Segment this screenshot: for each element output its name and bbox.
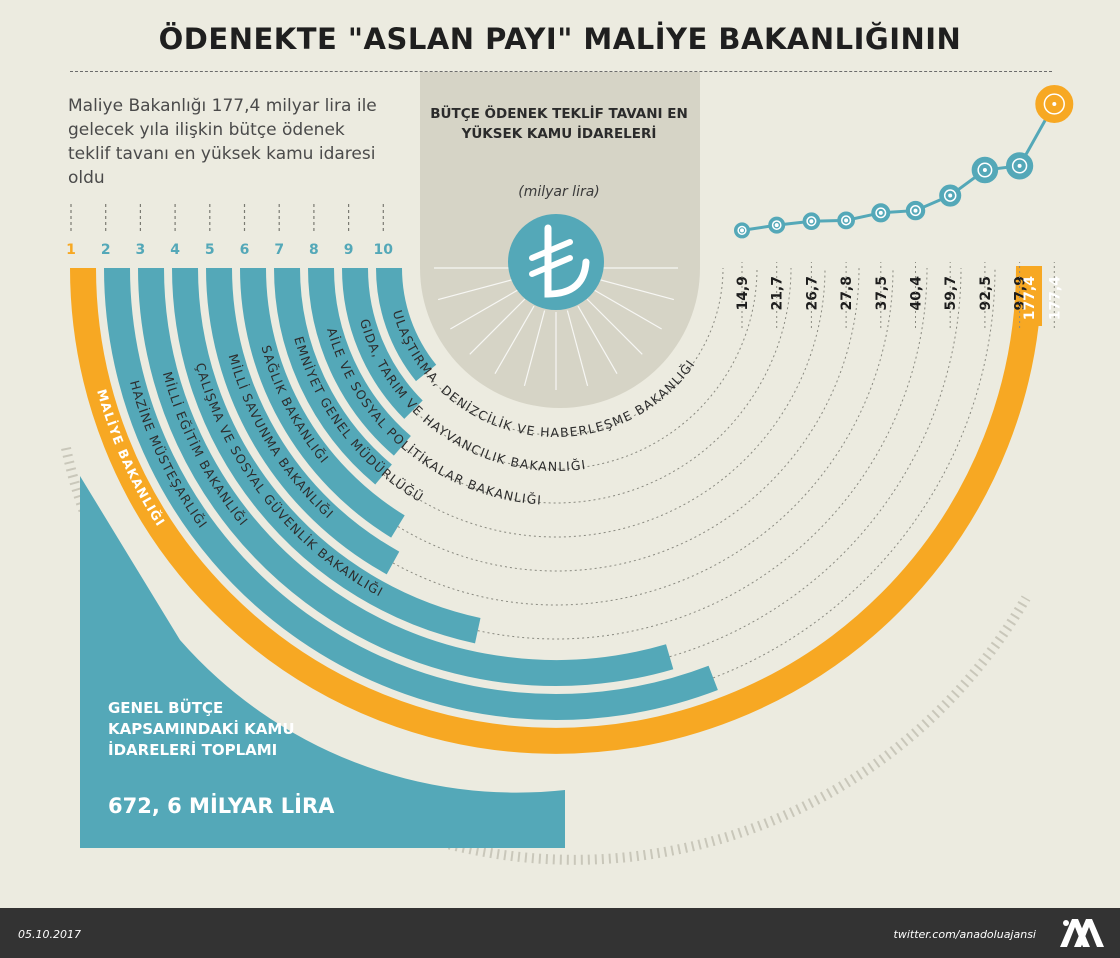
center-ray — [566, 310, 589, 386]
value-dot-ring-5 — [909, 205, 922, 217]
value-dot-ring-3 — [977, 162, 993, 178]
title-divider — [70, 71, 1052, 72]
value-dot-ring-7 — [841, 215, 852, 226]
value-label-10: 14,9 — [735, 276, 751, 311]
guide-10 — [425, 267, 724, 436]
bar-4 — [172, 267, 481, 644]
value-label-9: 21,7 — [770, 276, 786, 311]
bar-2 — [104, 267, 718, 720]
rank-label-6: 6 — [240, 242, 250, 258]
rank-label-2: 2 — [101, 242, 111, 258]
center-ray — [469, 298, 526, 355]
intro-text: Maliye Bakanlığı 177,4 milyar lira ile g… — [68, 96, 377, 188]
bar-7 — [274, 267, 392, 485]
value-label-2: 97,9 — [1013, 276, 1029, 311]
value-dot-center-3 — [982, 168, 987, 173]
lira-glyph-bar-1 — [529, 239, 573, 261]
value-label-4: 59,7 — [943, 276, 959, 311]
bar-10 — [376, 267, 437, 382]
unit-label: (milyar lira) — [518, 184, 600, 200]
rank-label-10: 10 — [374, 242, 394, 258]
guide-4 — [477, 267, 928, 640]
value-dot-ring-1 — [1043, 93, 1065, 115]
value-dot-ring-9 — [771, 220, 782, 230]
value-label-6: 37,5 — [874, 276, 890, 311]
center-ray — [593, 289, 662, 330]
value-dot-center-9 — [774, 223, 779, 228]
footer-twitter[interactable]: twitter.com/anadoluajansi — [893, 928, 1036, 941]
bar-9 — [342, 267, 423, 419]
guide-7 — [383, 267, 826, 538]
lira-glyph-bar-2 — [529, 255, 573, 277]
center-ray — [438, 278, 514, 301]
value-label-3: 92,5 — [978, 276, 994, 311]
center-ray — [494, 305, 535, 374]
value-dot-center-4 — [948, 193, 953, 198]
total-label: GENEL BÜTÇE KAPSAMINDAKİ KAMU İDARELERİ … — [108, 699, 295, 759]
rank-label-9: 9 — [344, 242, 354, 258]
chart-title: ÖDENEKTE "ASLAN PAYI" MALİYE BAKANLIĞINI… — [158, 22, 962, 56]
guide-5 — [392, 267, 894, 606]
bar-1 — [70, 267, 1042, 754]
center-ray — [598, 278, 674, 301]
rank-label-4: 4 — [170, 242, 180, 258]
value-dot-ring-4 — [943, 189, 957, 202]
footer-bar: 05.10.2017 twitter.com/anadoluajansi AA — [0, 908, 1120, 958]
value-dot-center-7 — [844, 218, 849, 223]
value-dot-center-8 — [809, 219, 814, 224]
footer-date: 05.10.2017 — [18, 928, 81, 941]
guide-9 — [413, 267, 758, 470]
guide-8 — [402, 267, 792, 504]
bar-6 — [240, 267, 405, 538]
center-ray — [450, 289, 519, 330]
value-dot-ring-6 — [875, 207, 887, 219]
center-ray — [586, 298, 643, 355]
bar-8 — [308, 267, 411, 456]
value-dot-ring-10 — [737, 225, 747, 236]
value-trend-line — [741, 103, 1056, 232]
guide-3 — [669, 267, 962, 658]
value-dot-center-2 — [1017, 163, 1022, 168]
value-dot-ring-2 — [1011, 158, 1028, 174]
guide-2 — [713, 267, 996, 679]
chart-heading: BÜTÇE ÖDENEK TEKLİF TAVANI EN YÜKSEK KAM… — [430, 106, 688, 142]
value-dot-center-5 — [913, 208, 918, 213]
value-dot-center-10 — [740, 228, 744, 233]
rank-label-7: 7 — [274, 242, 284, 258]
value-label-5: 40,4 — [909, 276, 925, 311]
value-label-7: 27,8 — [839, 276, 855, 311]
center-ray — [523, 310, 546, 386]
value-dot-ring-8 — [806, 216, 817, 227]
highlight-value-label: 177,4 — [1022, 276, 1038, 321]
total-block — [80, 476, 565, 848]
value-label-1: 177,4 — [1047, 276, 1063, 321]
rank-label-8: 8 — [309, 242, 319, 258]
rank-label-1: 1 — [66, 242, 76, 258]
total-value: 672, 6 MİLYAR LİRA — [108, 794, 335, 818]
rank-label-3: 3 — [136, 242, 146, 258]
rank-label-5: 5 — [205, 242, 215, 258]
guide-6 — [397, 267, 860, 572]
value-dot-center-1 — [1052, 102, 1057, 106]
value-dot-center-6 — [878, 210, 883, 215]
lira-glyph-stem — [544, 224, 590, 298]
center-ray — [577, 305, 618, 374]
bar-5 — [206, 267, 400, 575]
highlight-column — [1016, 266, 1042, 326]
value-label-8: 26,7 — [804, 276, 820, 311]
bar-3 — [138, 267, 674, 686]
anadolu-agency-logo-icon — [1060, 919, 1104, 947]
